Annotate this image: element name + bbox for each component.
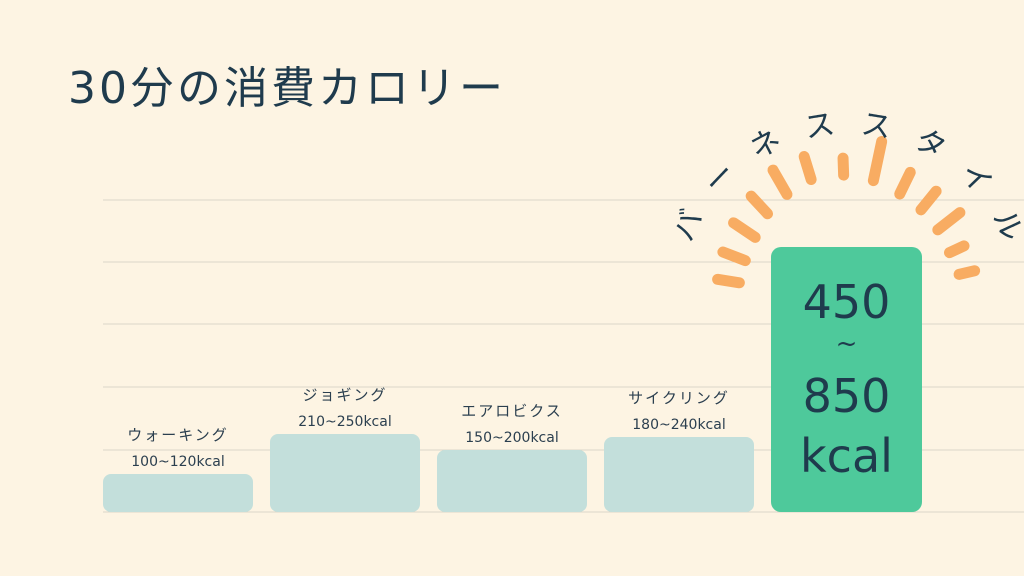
- sunburst-ray: [767, 164, 793, 200]
- sunburst-ray: [798, 151, 817, 186]
- brand-char: イ: [952, 156, 998, 202]
- sunburst-ray: [894, 166, 916, 200]
- bars: [103, 434, 754, 512]
- value-label: 210~250kcal: [298, 414, 391, 430]
- bar-labels: ウォーキング 100~120kcal ジョギング 210~250kcal エアロビクス 1…: [127, 386, 730, 470]
- sunburst-ray: [717, 246, 751, 267]
- bar: [604, 437, 754, 512]
- value-label: 100~120kcal: [131, 454, 224, 470]
- category-label: エアロビクス: [461, 402, 563, 420]
- sunburst-ray: [944, 240, 970, 259]
- category-label: ジョギング: [302, 386, 387, 404]
- bar: [103, 474, 253, 512]
- sunburst-ray: [932, 207, 966, 236]
- highlight-unit: kcal: [800, 429, 893, 483]
- chart-title: 30分の消費カロリー: [68, 63, 506, 114]
- sunburst-rays: [712, 136, 981, 289]
- brand-char: タ: [909, 122, 952, 167]
- brand-char: ネ: [744, 122, 787, 167]
- sunburst-ray: [745, 190, 774, 220]
- sunburst-ray: [915, 185, 942, 216]
- sunburst-ray: [867, 136, 888, 187]
- brand-char: バ: [666, 205, 710, 247]
- highlight-value-min: 450: [803, 275, 891, 329]
- bar: [270, 434, 420, 512]
- highlight-bar: [771, 247, 922, 512]
- category-label: ウォーキング: [127, 426, 229, 444]
- sunburst-ray: [712, 273, 745, 289]
- sunburst-ray: [953, 265, 981, 280]
- brand-char: ス: [802, 107, 837, 146]
- sunburst-ray: [728, 217, 761, 243]
- brand-char: ス: [859, 107, 894, 146]
- category-label: サイクリング: [628, 389, 730, 407]
- highlight-value-max: 850: [803, 369, 891, 423]
- brand-char: ル: [985, 205, 1024, 247]
- bar: [437, 450, 587, 512]
- highlight-bar-group: 450~850 kcal: [771, 247, 922, 512]
- brand-char: ー: [697, 156, 743, 202]
- value-label: 180~240kcal: [632, 417, 725, 433]
- highlight-tilde: ~: [836, 329, 858, 359]
- sunburst-ray: [837, 152, 850, 181]
- value-label: 150~200kcal: [465, 430, 558, 446]
